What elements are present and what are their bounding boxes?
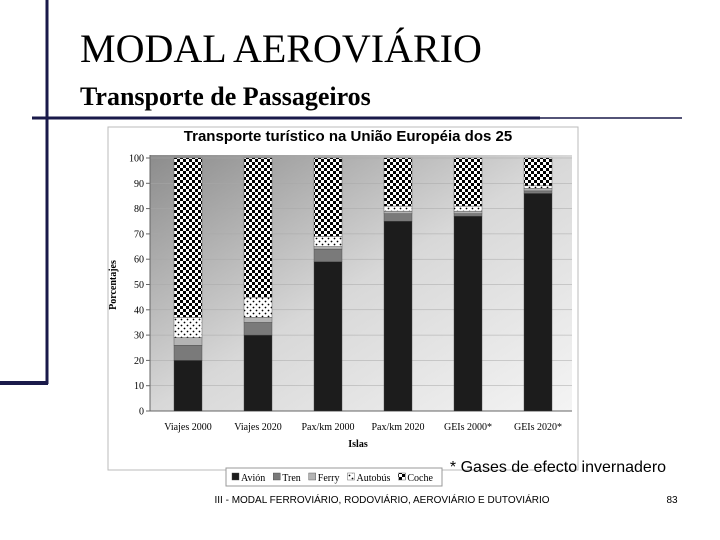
slide-title: MODAL AEROVIÁRIO	[80, 26, 482, 71]
bar-segment	[243, 317, 273, 323]
bar-segment	[453, 205, 483, 212]
bar-segment	[383, 213, 413, 222]
y-tick-label: 30	[134, 331, 144, 342]
y-tick-label: 20	[134, 356, 144, 367]
bar-segment	[523, 190, 553, 194]
x-tick-label: Pax/km 2020	[371, 422, 424, 433]
bar-segment	[173, 337, 203, 346]
legend-label: Avión	[241, 473, 265, 484]
page-number: 83	[666, 495, 678, 506]
y-tick-label: 10	[134, 381, 144, 392]
legend-label: Autobús	[356, 473, 390, 484]
bar-segment	[313, 236, 343, 247]
legend-swatch	[273, 472, 281, 481]
bar-segment	[173, 345, 203, 361]
footer: III - MODAL FERROVIÁRIO, RODOVIÁRIO, AER…	[214, 493, 549, 506]
bar-segment	[383, 221, 413, 412]
bar-segment	[313, 157, 343, 237]
y-tick-label: 50	[134, 280, 144, 291]
legend: Avión Tren Ferry Autobús Coche	[225, 467, 443, 487]
chart-title: Transporte turístico na União Européia d…	[184, 128, 512, 145]
bar-segment	[243, 296, 273, 318]
bar-segment	[453, 213, 483, 217]
bar-segment	[383, 157, 413, 207]
y-axis-label: Porcentajes	[108, 260, 119, 310]
x-tick-label: Viajes 2020	[234, 422, 281, 433]
bar-segment	[173, 317, 203, 338]
y-tick-label: 80	[134, 204, 144, 215]
bar-segment	[383, 210, 413, 214]
legend-swatch	[231, 472, 240, 481]
bar-segment	[523, 193, 553, 412]
y-tick-label: 60	[134, 255, 144, 266]
y-tick-label: 100	[129, 154, 144, 165]
bar-segment	[243, 334, 273, 412]
bar-segment	[453, 157, 483, 207]
legend-label: Tren	[282, 473, 301, 484]
legend-label: Coche	[407, 473, 433, 484]
bar-segment	[523, 185, 553, 189]
slide-subtitle: Transporte de Passageiros	[80, 82, 371, 111]
bar-segment	[313, 261, 343, 412]
plot-wall	[150, 155, 572, 411]
legend-swatch	[347, 472, 355, 481]
bar-segment	[383, 205, 413, 212]
bar-segment	[453, 215, 483, 412]
bar-segment	[243, 322, 273, 336]
x-tick-label: GEIs 2000*	[444, 422, 492, 433]
footnote: * Gases de efecto invernadero	[450, 459, 666, 476]
bar-segment	[313, 248, 343, 262]
x-tick-label: Viajes 2000	[164, 422, 211, 433]
legend-box	[225, 467, 443, 487]
y-tick-label: 0	[139, 407, 144, 418]
y-tick-label: 40	[134, 305, 144, 316]
y-tick-label: 90	[134, 179, 144, 190]
legend-swatch	[398, 472, 406, 481]
legend-label: Ferry	[318, 473, 340, 484]
bar-segment	[173, 157, 203, 318]
x-axis-label: Islas	[348, 439, 368, 450]
bar-segment	[313, 246, 343, 250]
bar-segment	[243, 157, 273, 298]
x-tick-label: Pax/km 2000	[301, 422, 354, 433]
legend-swatch	[308, 472, 316, 481]
bar-segment	[523, 188, 553, 192]
bar-segment	[453, 210, 483, 214]
x-tick-label: GEIs 2020*	[514, 422, 562, 433]
bar-segment	[523, 157, 553, 187]
bar-segment	[173, 360, 203, 412]
y-tick-label: 70	[134, 229, 144, 240]
